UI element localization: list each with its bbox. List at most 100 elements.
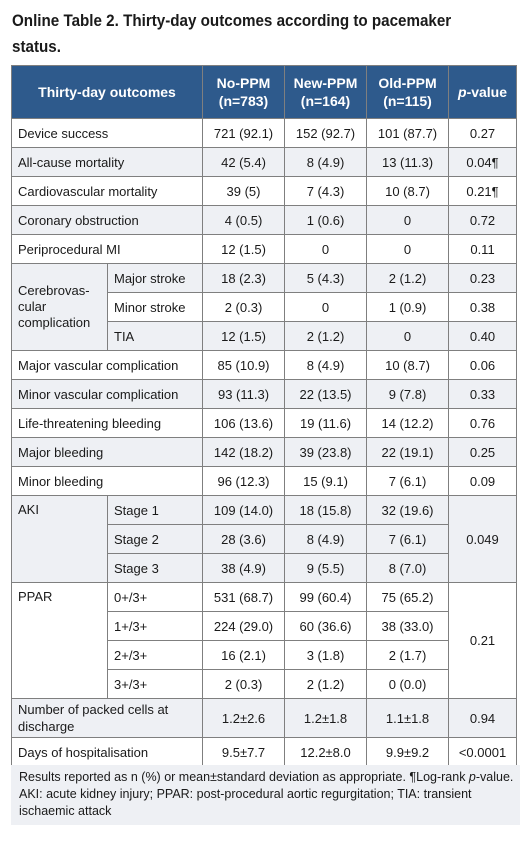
table-row: Minor vascular complication 93 (11.3) 22… xyxy=(10,379,518,409)
row-label: Device success xyxy=(10,118,204,148)
cell-no-ppm: 38 (4.9) xyxy=(202,553,286,583)
sub-row-label: Minor stroke xyxy=(106,292,204,322)
cell-old-ppm: 9.9±9.2 xyxy=(366,737,450,767)
cell-old-ppm: 7 (6.1) xyxy=(366,466,450,496)
table-row: Life-threatening bleeding 106 (13.6) 19 … xyxy=(10,408,518,438)
table-row: Periprocedural MI 12 (1.5) 0 0 0.11 xyxy=(10,234,518,264)
cell-new-ppm: 8 (4.9) xyxy=(284,147,368,177)
cell-new-ppm: 152 (92.7) xyxy=(284,118,368,148)
row-label: Number of packed cells at discharge xyxy=(10,698,204,738)
table-row: Cerebrovas-cular complication Major stro… xyxy=(11,263,518,351)
cell-no-ppm: 142 (18.2) xyxy=(202,437,286,467)
header-old-ppm: Old-PPM (n=115) xyxy=(366,65,450,119)
cell-new-ppm: 15 (9.1) xyxy=(284,466,368,496)
cell-p-value: 0.21 xyxy=(448,582,518,699)
table-row: AKI Stage 1 109 (14.0) 18 (15.8) 32 (19.… xyxy=(11,495,518,583)
cell-new-ppm: 2 (1.2) xyxy=(284,669,368,699)
cell-no-ppm: 39 (5) xyxy=(202,176,286,206)
cell-no-ppm: 4 (0.5) xyxy=(202,205,286,235)
cell-new-ppm: 99 (60.4) xyxy=(284,582,368,612)
row-label: All-cause mortality xyxy=(10,147,204,177)
cell-old-ppm: 38 (33.0) xyxy=(366,611,450,641)
cell-old-ppm: 14 (12.2) xyxy=(366,408,450,438)
cell-new-ppm: 39 (23.8) xyxy=(284,437,368,467)
cell-p-value: 0.38 xyxy=(448,292,518,322)
table-row: 1+/3+ 224 (29.0) 60 (36.6) 38 (33.0) xyxy=(12,611,517,641)
cell-new-ppm: 1 (0.6) xyxy=(284,205,368,235)
cell-new-ppm: 22 (13.5) xyxy=(284,379,368,409)
table-row: Stage 3 38 (4.9) 9 (5.5) 8 (7.0) xyxy=(12,553,517,583)
cell-p-value: 0.09 xyxy=(448,466,518,496)
cell-new-ppm: 60 (36.6) xyxy=(284,611,368,641)
header-row: Thirty-day outcomes No-PPM (n=783) New-PP… xyxy=(10,65,518,119)
cell-new-ppm: 3 (1.8) xyxy=(284,640,368,670)
table-row: Major bleeding 142 (18.2) 39 (23.8) 22 (… xyxy=(10,437,518,467)
footnote-text-2: -value. AKI: acute kidney injury; PPAR: … xyxy=(19,770,514,818)
cell-p-value: 0.72 xyxy=(448,205,518,235)
table-row: All-cause mortality 42 (5.4) 8 (4.9) 13 … xyxy=(10,147,518,177)
group-label-ppar: PPAR xyxy=(11,582,108,699)
cell-new-ppm: 9 (5.5) xyxy=(284,553,368,583)
table-footnote: Results reported as n (%) or mean±standa… xyxy=(11,765,520,825)
cell-old-ppm: 10 (8.7) xyxy=(366,350,450,380)
header-no-ppm: No-PPM (n=783) xyxy=(202,65,286,119)
cell-p-value: 0.06 xyxy=(448,350,518,380)
cell-old-ppm: 9 (7.8) xyxy=(366,379,450,409)
cell-old-ppm: 10 (8.7) xyxy=(366,176,450,206)
cell-p-value: <0.0001 xyxy=(448,737,518,767)
row-label: Coronary obstruction xyxy=(10,205,204,235)
row-label: Minor bleeding xyxy=(10,466,204,496)
cell-new-ppm: 18 (15.8) xyxy=(284,495,368,525)
cell-old-ppm: 2 (1.7) xyxy=(366,640,450,670)
cell-old-ppm: 2 (1.2) xyxy=(366,263,450,293)
cell-new-ppm: 7 (4.3) xyxy=(284,176,368,206)
group-label-cerebrovascular: Cerebrovas-cular complication xyxy=(11,263,108,351)
cell-p-value: 0.21¶ xyxy=(448,176,518,206)
cell-new-ppm: 1.2±1.8 xyxy=(284,698,368,738)
cell-no-ppm: 28 (3.6) xyxy=(202,524,286,554)
table-row: Cardiovascular mortality 39 (5) 7 (4.3) … xyxy=(10,176,518,206)
cell-old-ppm: 8 (7.0) xyxy=(366,553,450,583)
cell-old-ppm: 32 (19.6) xyxy=(366,495,450,525)
cell-old-ppm: 0 (0.0) xyxy=(366,669,450,699)
table-row: Days of hospitalisation 9.5±7.7 12.2±8.0… xyxy=(10,737,518,767)
table-row: Minor bleeding 96 (12.3) 15 (9.1) 7 (6.1… xyxy=(10,466,518,496)
outcomes-table: Thirty-day outcomes No-PPM (n=783) New-PP… xyxy=(10,65,518,767)
cell-p-value: 0.049 xyxy=(448,495,518,583)
cell-p-value: 0.04¶ xyxy=(448,147,518,177)
row-label: Days of hospitalisation xyxy=(10,737,204,767)
cell-p-value: 0.11 xyxy=(448,234,518,264)
cell-old-ppm: 0 xyxy=(366,205,450,235)
sub-row-label: 1+/3+ xyxy=(106,611,204,641)
sub-row-label: Stage 1 xyxy=(106,495,204,525)
header-new-ppm: New-PPM (n=164) xyxy=(284,65,368,119)
cell-no-ppm: 96 (12.3) xyxy=(202,466,286,496)
sub-row-label: TIA xyxy=(106,321,204,351)
cell-no-ppm: 93 (11.3) xyxy=(202,379,286,409)
group-label-aki: AKI xyxy=(11,495,108,583)
table-row: Coronary obstruction 4 (0.5) 1 (0.6) 0 0… xyxy=(10,205,518,235)
cell-old-ppm: 13 (11.3) xyxy=(366,147,450,177)
sub-row-label: Major stroke xyxy=(106,263,204,293)
row-label: Life-threatening bleeding xyxy=(10,408,204,438)
cell-no-ppm: 224 (29.0) xyxy=(202,611,286,641)
row-label: Minor vascular complication xyxy=(10,379,204,409)
table-row: Stage 2 28 (3.6) 8 (4.9) 7 (6.1) xyxy=(12,524,517,554)
cell-old-ppm: 75 (65.2) xyxy=(366,582,450,612)
cell-new-ppm: 19 (11.6) xyxy=(284,408,368,438)
sub-row-label: 3+/3+ xyxy=(106,669,204,699)
cell-p-value: 0.25 xyxy=(448,437,518,467)
cell-no-ppm: 2 (0.3) xyxy=(202,669,286,699)
cell-p-value: 0.23 xyxy=(448,263,518,293)
table-row: Minor stroke 2 (0.3) 0 1 (0.9) 0.38 xyxy=(12,292,518,322)
cell-no-ppm: 18 (2.3) xyxy=(202,263,286,293)
sub-row-label: Stage 3 xyxy=(106,553,204,583)
cell-no-ppm: 12 (1.5) xyxy=(202,321,286,351)
table-row: PPAR 0+/3+ 531 (68.7) 99 (60.4) 75 (65.2… xyxy=(11,582,518,699)
cell-old-ppm: 1.1±1.8 xyxy=(366,698,450,738)
cell-no-ppm: 106 (13.6) xyxy=(202,408,286,438)
cell-no-ppm: 531 (68.7) xyxy=(202,582,286,612)
cell-no-ppm: 721 (92.1) xyxy=(202,118,286,148)
cell-no-ppm: 12 (1.5) xyxy=(202,234,286,264)
